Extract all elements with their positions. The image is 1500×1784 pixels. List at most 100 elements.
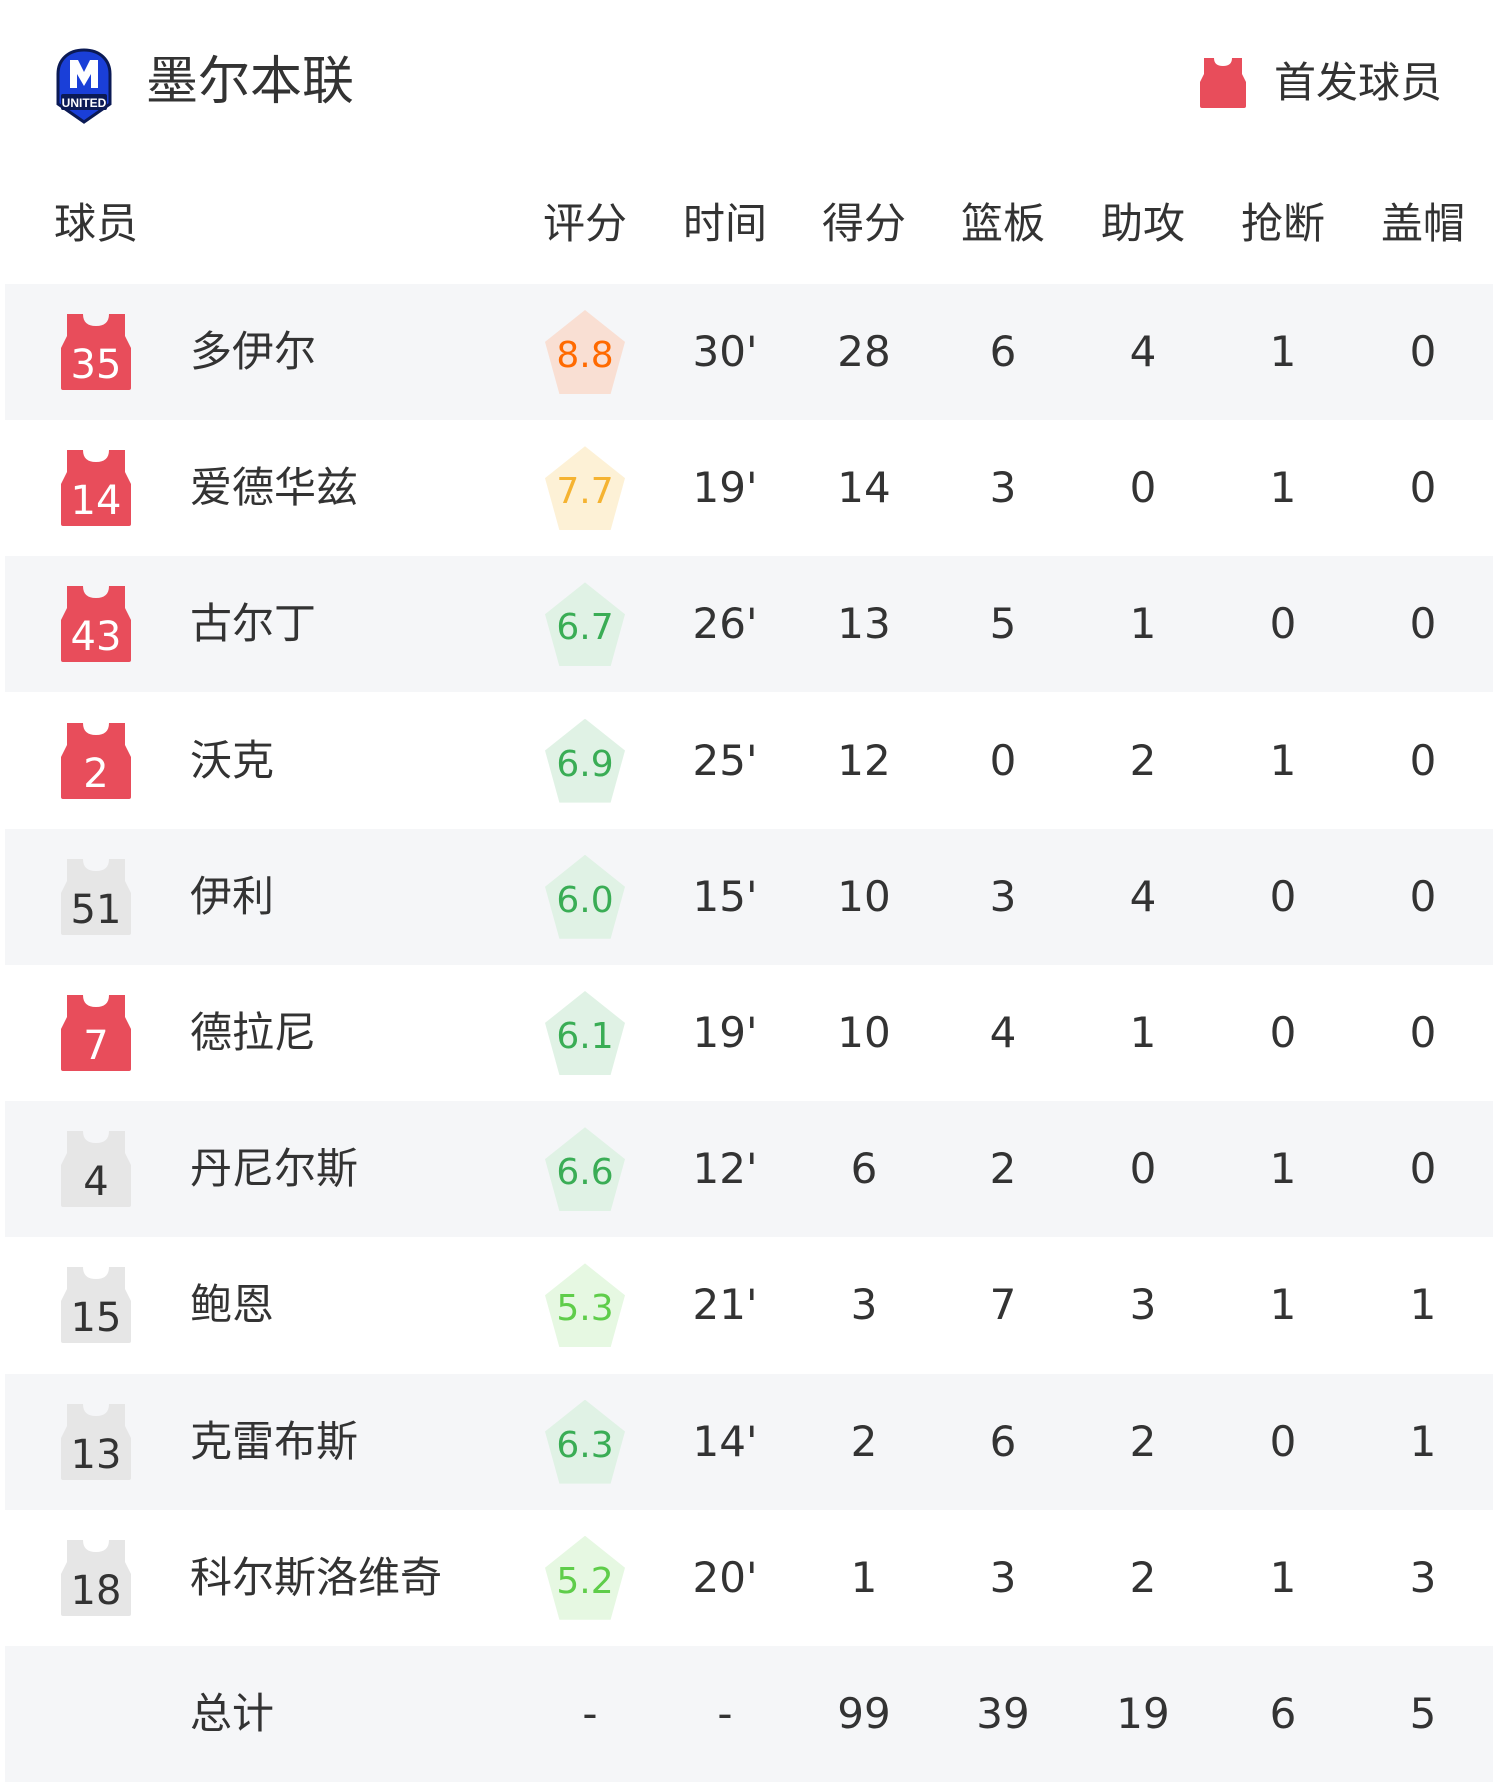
blocks-cell: 0 [1409, 327, 1437, 376]
steals-cell: 1 [1269, 1552, 1297, 1602]
player-name[interactable]: 古尔丁 [190, 599, 317, 649]
time-cell: 15' [692, 871, 758, 921]
svg-text:UNITED: UNITED [62, 96, 107, 110]
jersey-number: 2 [83, 750, 109, 797]
player-name[interactable]: 德拉尼 [190, 1008, 317, 1057]
blocks-cell: 1 [1409, 1280, 1437, 1330]
assists-cell: 0 [1129, 463, 1157, 513]
table-row[interactable]: 4 丹尼尔斯 6.6 12' 6 2 0 1 0 [5, 1101, 1493, 1238]
column-header-assists[interactable]: 助攻 [1100, 199, 1185, 248]
assists-cell: 3 [1129, 1280, 1157, 1330]
bench-jersey-icon: 51 [61, 858, 131, 935]
rebounds-cell: 4 [989, 1008, 1017, 1057]
totals-row: 总计 - - 99 39 19 6 5 [5, 1646, 1493, 1782]
player-name[interactable]: 克雷布斯 [190, 1416, 359, 1466]
player-name[interactable]: 爱德华兹 [190, 463, 359, 513]
blocks-cell: 3 [1409, 1552, 1437, 1602]
jersey-number: 13 [70, 1431, 122, 1478]
assists-cell: 2 [1129, 1416, 1157, 1466]
rating-badge: 6.1 [545, 991, 625, 1075]
rebounds-cell: 7 [989, 1280, 1017, 1330]
legend-label: 首发球员 [1274, 58, 1443, 107]
jersey-number: 43 [70, 614, 122, 661]
rebounds-cell: 0 [989, 735, 1017, 785]
points-cell: 99 [837, 1689, 891, 1738]
starter-jersey-icon: 2 [61, 722, 131, 799]
bench-jersey-icon: 18 [61, 1539, 131, 1616]
starter-jersey-icon: 7 [61, 995, 131, 1071]
column-header-time[interactable]: 时间 [682, 199, 767, 248]
table-row[interactable]: 43 古尔丁 6.7 26' 13 5 1 0 0 [5, 556, 1493, 693]
blocks-cell: 0 [1409, 735, 1437, 785]
jersey-number: 18 [70, 1567, 122, 1614]
time-cell: 12' [692, 1144, 758, 1194]
table-row[interactable]: 2 沃克 6.9 25' 12 0 2 1 0 [5, 693, 1493, 829]
rebounds-cell: 6 [989, 327, 1017, 376]
steals-cell: 0 [1269, 1008, 1297, 1057]
starter-legend: 首发球员 [1200, 58, 1442, 108]
player-name[interactable]: 多伊尔 [190, 327, 317, 376]
assists-cell: 1 [1129, 599, 1157, 649]
rebounds-cell: 5 [989, 599, 1017, 649]
table-row[interactable]: 14 爱德华兹 7.7 19' 14 3 0 1 0 [5, 420, 1493, 556]
blocks-cell: 0 [1409, 871, 1437, 921]
player-name[interactable]: 鲍恩 [190, 1280, 275, 1330]
blocks-cell: 0 [1409, 463, 1437, 513]
steals-cell: 1 [1269, 1280, 1297, 1330]
column-header-blocks[interactable]: 盖帽 [1380, 199, 1465, 248]
table-row[interactable]: 13 克雷布斯 6.3 14' 2 6 2 0 1 [5, 1373, 1493, 1510]
time-cell: 14' [692, 1416, 758, 1466]
rating-badge: 6.3 [545, 1399, 625, 1484]
starter-jersey-icon: 35 [61, 314, 131, 390]
table-row[interactable]: 7 德拉尼 6.1 19' 10 4 1 0 0 [5, 965, 1493, 1101]
jersey-number: 51 [70, 886, 122, 933]
rating-badge: 6.9 [545, 718, 625, 803]
assists-cell: 19 [1116, 1689, 1170, 1738]
time-cell: 20' [692, 1552, 758, 1602]
column-header-rebounds[interactable]: 篮板 [960, 199, 1045, 248]
column-header-points[interactable]: 得分 [821, 199, 906, 248]
steals-cell: 1 [1269, 1144, 1297, 1194]
rating-badge: 8.8 [545, 310, 625, 394]
points-cell: 2 [850, 1416, 878, 1466]
jersey-number: 35 [70, 342, 122, 388]
assists-cell: 1 [1129, 1008, 1157, 1057]
starter-jersey-icon: 43 [61, 586, 131, 663]
blocks-cell: 0 [1409, 599, 1437, 649]
team-name: 墨尔本联 [146, 52, 355, 112]
table-row[interactable]: 51 伊利 6.0 15' 10 3 4 0 0 [5, 828, 1493, 965]
steals-cell: 1 [1269, 463, 1297, 513]
steals-cell: 0 [1269, 599, 1297, 649]
jersey-number: 4 [83, 1159, 109, 1206]
rating-badge: 7.7 [545, 446, 625, 531]
table-row[interactable]: 35 多伊尔 8.8 30' 28 6 4 1 0 [5, 284, 1493, 420]
steals-cell: 6 [1269, 1689, 1297, 1738]
blocks-cell: 0 [1409, 1144, 1437, 1194]
points-cell: 14 [837, 463, 891, 513]
player-name[interactable]: 伊利 [190, 871, 275, 921]
player-name[interactable]: 沃克 [190, 735, 275, 785]
rating-cell: - [582, 1689, 598, 1738]
column-header-player: 球员 [54, 199, 139, 248]
rebounds-cell: 3 [989, 1552, 1017, 1602]
player-name[interactable]: 科尔斯洛维奇 [190, 1552, 443, 1602]
points-cell: 3 [850, 1280, 878, 1330]
table-row[interactable]: 18 科尔斯洛维奇 5.2 20' 1 3 2 1 3 [5, 1510, 1493, 1646]
points-cell: 10 [837, 871, 891, 921]
red-jersey-icon [1200, 58, 1246, 108]
column-header-rating[interactable]: 评分 [542, 199, 627, 248]
column-header-steals[interactable]: 抢断 [1240, 199, 1325, 248]
time-cell: 25' [692, 735, 758, 785]
steals-cell: 0 [1269, 1416, 1297, 1466]
bench-jersey-icon: 4 [61, 1131, 131, 1208]
rebounds-cell: 6 [989, 1416, 1017, 1466]
rating-badge: 6.6 [545, 1127, 625, 1212]
time-cell: 19' [692, 463, 758, 513]
assists-cell: 2 [1129, 735, 1157, 785]
rating-badge: 5.2 [545, 1535, 625, 1620]
table-row[interactable]: 15 鲍恩 5.3 21' 3 7 3 1 1 [5, 1237, 1493, 1373]
time-cell: 30' [692, 327, 758, 376]
jersey-number: 15 [70, 1295, 122, 1342]
steals-cell: 0 [1269, 871, 1297, 921]
player-name[interactable]: 丹尼尔斯 [190, 1144, 359, 1194]
